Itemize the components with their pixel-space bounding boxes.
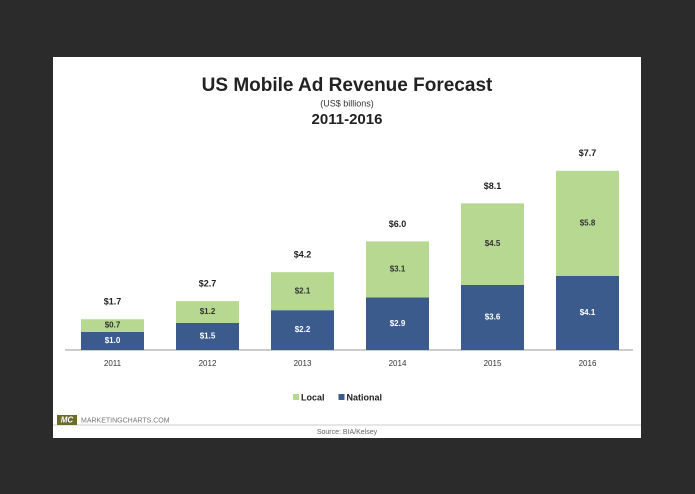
chart-panel: [53, 57, 641, 438]
bar-segment: [176, 301, 239, 323]
chart-subtitle: (US$ billions): [320, 98, 374, 108]
legend-swatch: [338, 394, 345, 400]
total-label: $2.7: [199, 279, 217, 289]
logo-box: [57, 415, 77, 425]
source: Source: BIA/Kelsey: [317, 429, 378, 436]
chart-period: 2011-2016: [312, 111, 383, 128]
value-label: $4.5: [485, 239, 501, 248]
logo: MC: [61, 416, 74, 425]
value-label: $5.8: [580, 218, 596, 227]
value-label: $4.1: [580, 308, 596, 317]
value-label: $2.2: [295, 325, 311, 334]
bar-segment: [271, 310, 334, 350]
value-label: $2.9: [390, 319, 406, 328]
x-tick-label: 2016: [579, 359, 597, 368]
bar-segment: [271, 272, 334, 311]
bar-segment: [81, 331, 144, 350]
bar-segment: [366, 241, 429, 298]
total-label: $4.2: [294, 250, 312, 260]
x-tick-label: 2013: [294, 359, 312, 368]
x-tick-label: 2011: [104, 359, 122, 368]
value-label: $1.5: [200, 332, 216, 341]
x-tick-label: 2014: [389, 359, 407, 368]
legend-label: National: [347, 392, 383, 402]
bar-segment: [556, 275, 619, 350]
bar-segment: [556, 170, 619, 276]
total-label: $8.1: [484, 181, 502, 191]
total-label: $7.7: [579, 148, 597, 158]
value-label: $3.1: [390, 265, 406, 274]
bar-segment: [366, 297, 429, 350]
chart-title: US Mobile Ad Revenue Forecast: [202, 75, 493, 96]
legend-label: Local: [301, 392, 325, 402]
total-label: $1.7: [104, 297, 122, 307]
bar-segment: [176, 322, 239, 350]
value-label: $1.2: [200, 307, 216, 316]
x-tick-label: 2012: [199, 359, 217, 368]
bar-segment: [81, 319, 144, 332]
legend-swatch: [293, 394, 299, 400]
value-label: $1.0: [105, 336, 121, 345]
bar-segment: [461, 203, 524, 285]
value-label: $2.1: [295, 286, 311, 295]
bar-segment: [461, 284, 524, 350]
total-label: $6.0: [389, 219, 407, 229]
value-label: $3.6: [485, 313, 501, 322]
x-tick-label: 2015: [484, 359, 502, 368]
watermark: MARKETINGCHARTS.COM: [81, 417, 170, 424]
value-label: $0.7: [105, 321, 121, 330]
